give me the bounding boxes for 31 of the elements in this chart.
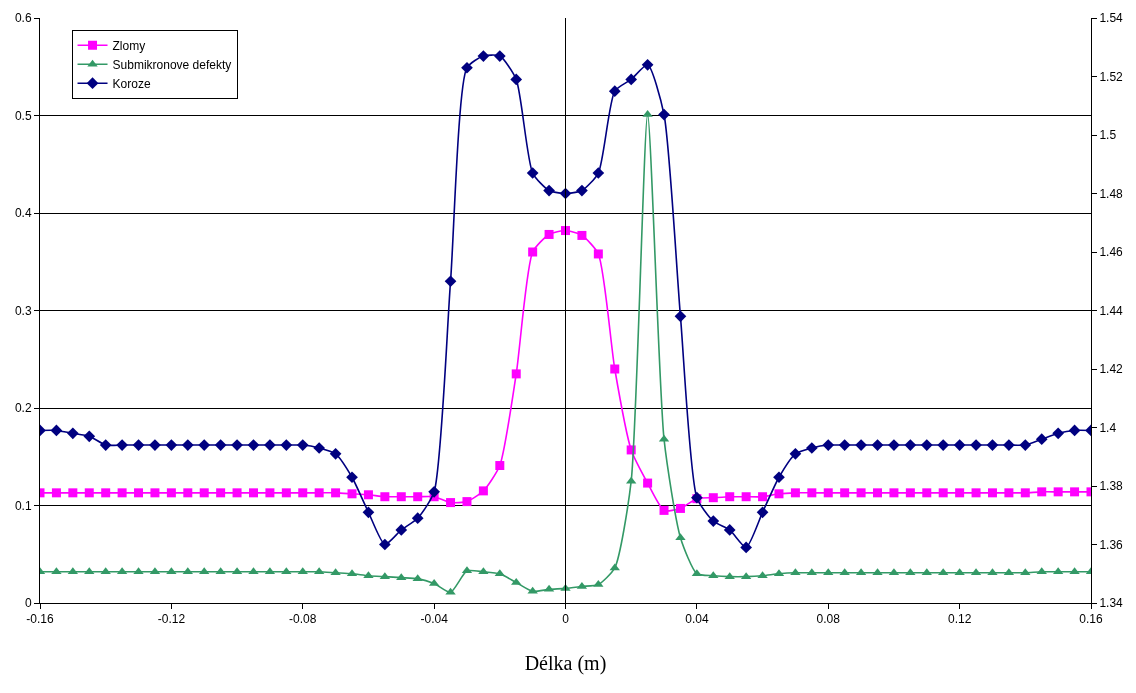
y2-tick-label: 1.48 <box>1099 186 1124 201</box>
x-tick-label: 0 <box>562 612 570 627</box>
legend-label: Koroze <box>112 76 151 91</box>
y2-tick-label: 1.4 <box>1099 420 1117 435</box>
x-tick-label: -0.08 <box>289 612 317 627</box>
x-tick-label: 0.16 <box>1079 612 1103 627</box>
y2-tick-label: 1.46 <box>1099 245 1124 260</box>
y-tick-label: 0.5 <box>14 108 32 123</box>
x-tick-label: 0.04 <box>685 612 709 627</box>
x-tick-label: 0.08 <box>816 612 841 627</box>
y2-tick-label: 1.44 <box>1099 303 1124 318</box>
x-axis-title: Délka (m) <box>524 651 607 675</box>
y2-tick-label: 1.34 <box>1099 596 1124 611</box>
y2-tick-label: 1.38 <box>1099 479 1124 494</box>
y-tick-label: 0.6 <box>14 11 32 26</box>
y2-tick-label: 1.36 <box>1099 537 1124 552</box>
x-tick-label: 0.12 <box>947 612 972 627</box>
y2-tick-label: 1.42 <box>1099 362 1124 377</box>
x-tick-label: -0.12 <box>157 612 186 627</box>
y2-tick-label: 1.52 <box>1099 69 1124 84</box>
x-tick-label: -0.04 <box>420 612 449 627</box>
x-tick-label: -0.16 <box>26 612 54 627</box>
y-tick-label: 0.2 <box>14 401 32 416</box>
legend-label: Submikronove defekty <box>112 57 232 72</box>
y2-tick-label: 1.54 <box>1099 11 1124 26</box>
y-tick-label: 0.4 <box>14 206 32 221</box>
y-tick-label: 0.1 <box>14 498 32 513</box>
legend-label: Zlomy <box>112 38 146 53</box>
y-tick-label: 0 <box>24 596 32 611</box>
y-tick-label: 0.3 <box>14 303 32 318</box>
y2-tick-label: 1.5 <box>1099 128 1117 143</box>
